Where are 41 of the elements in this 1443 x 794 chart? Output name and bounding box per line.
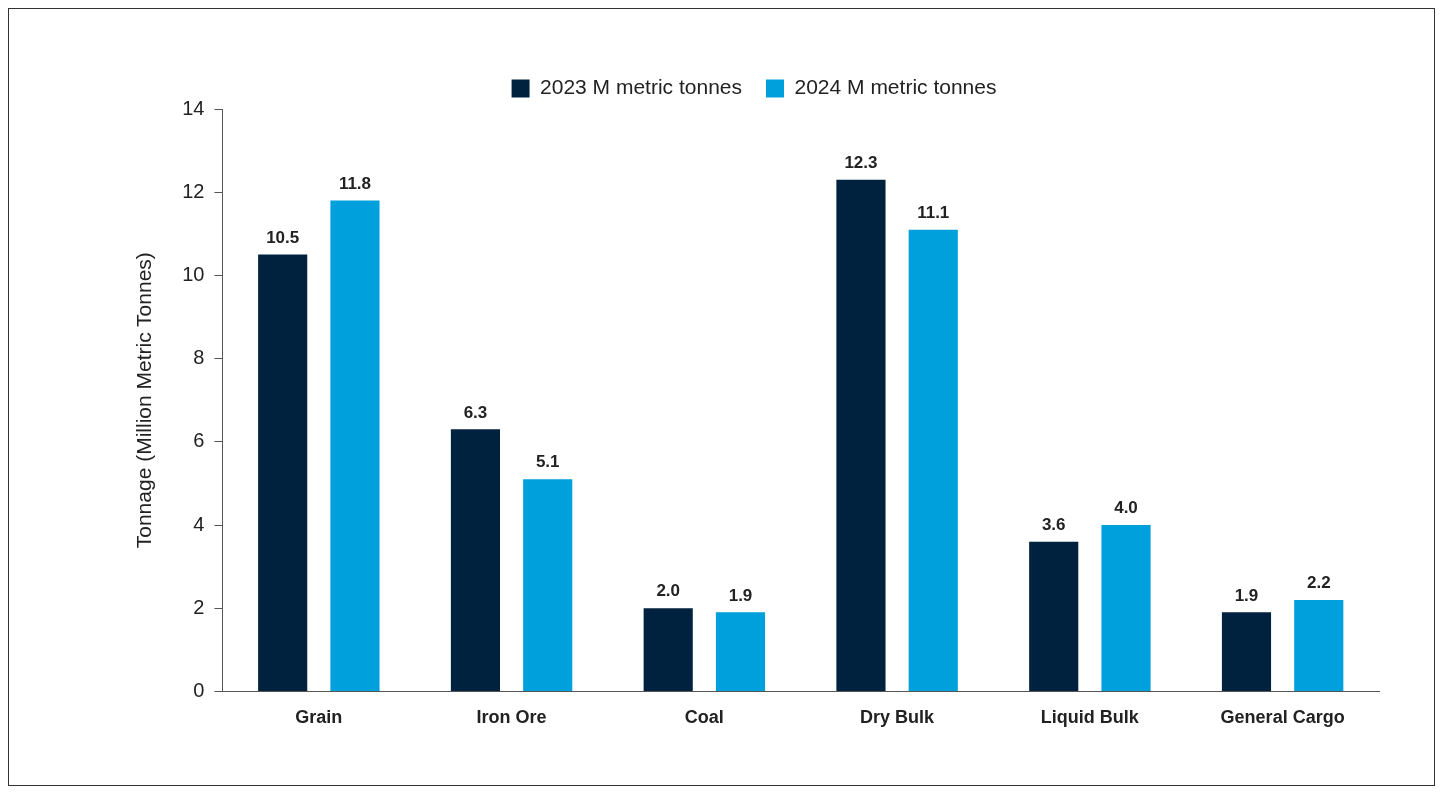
y-tick-label: 10 — [182, 262, 205, 285]
bar — [523, 479, 573, 691]
y-tick-label: 6 — [193, 429, 205, 452]
bar — [330, 200, 380, 691]
bar — [1221, 612, 1272, 691]
legend-label: 2023 M metric tonnes — [540, 75, 743, 99]
bar — [258, 254, 308, 691]
y-tick-label: 8 — [193, 346, 205, 369]
y-tick-label: 12 — [182, 179, 205, 202]
data-label: 2.2 — [1306, 573, 1331, 593]
y-tick-label: 0 — [193, 678, 205, 701]
data-label: 1.9 — [1234, 585, 1259, 605]
x-tick-label: Grain — [295, 707, 343, 728]
bar — [836, 179, 886, 691]
data-label: 11.1 — [917, 202, 950, 222]
bar — [715, 612, 766, 691]
bar — [908, 229, 958, 691]
bar — [1294, 599, 1344, 691]
data-label: 10.5 — [266, 227, 300, 247]
bar — [1101, 525, 1151, 691]
x-tick-label: Liquid Bulk — [1040, 707, 1140, 728]
data-label: 3.6 — [1041, 514, 1066, 534]
bar — [450, 429, 501, 691]
y-tick-label: 14 — [182, 96, 205, 119]
y-tick-label: 4 — [193, 512, 205, 535]
data-label: 6.3 — [463, 402, 488, 422]
y-axis-title: Tonnage (Million Metric Tonnes) — [132, 252, 156, 549]
data-label: 11.8 — [338, 173, 372, 193]
bar — [643, 608, 693, 691]
data-label: 12.3 — [844, 152, 878, 172]
bar — [1029, 541, 1079, 691]
y-tick-label: 2 — [193, 595, 205, 618]
data-label: 1.9 — [728, 585, 753, 605]
data-label: 4.0 — [1114, 498, 1138, 518]
x-tick-label: Dry Bulk — [860, 707, 936, 728]
data-label: 2.0 — [656, 581, 681, 601]
x-tick-label: General Cargo — [1220, 707, 1345, 728]
x-tick-label: Iron Ore — [476, 707, 547, 728]
legend-label: 2024 M metric tonnes — [794, 75, 997, 99]
data-label: 5.1 — [535, 452, 560, 472]
x-tick-label: Coal — [684, 707, 724, 728]
